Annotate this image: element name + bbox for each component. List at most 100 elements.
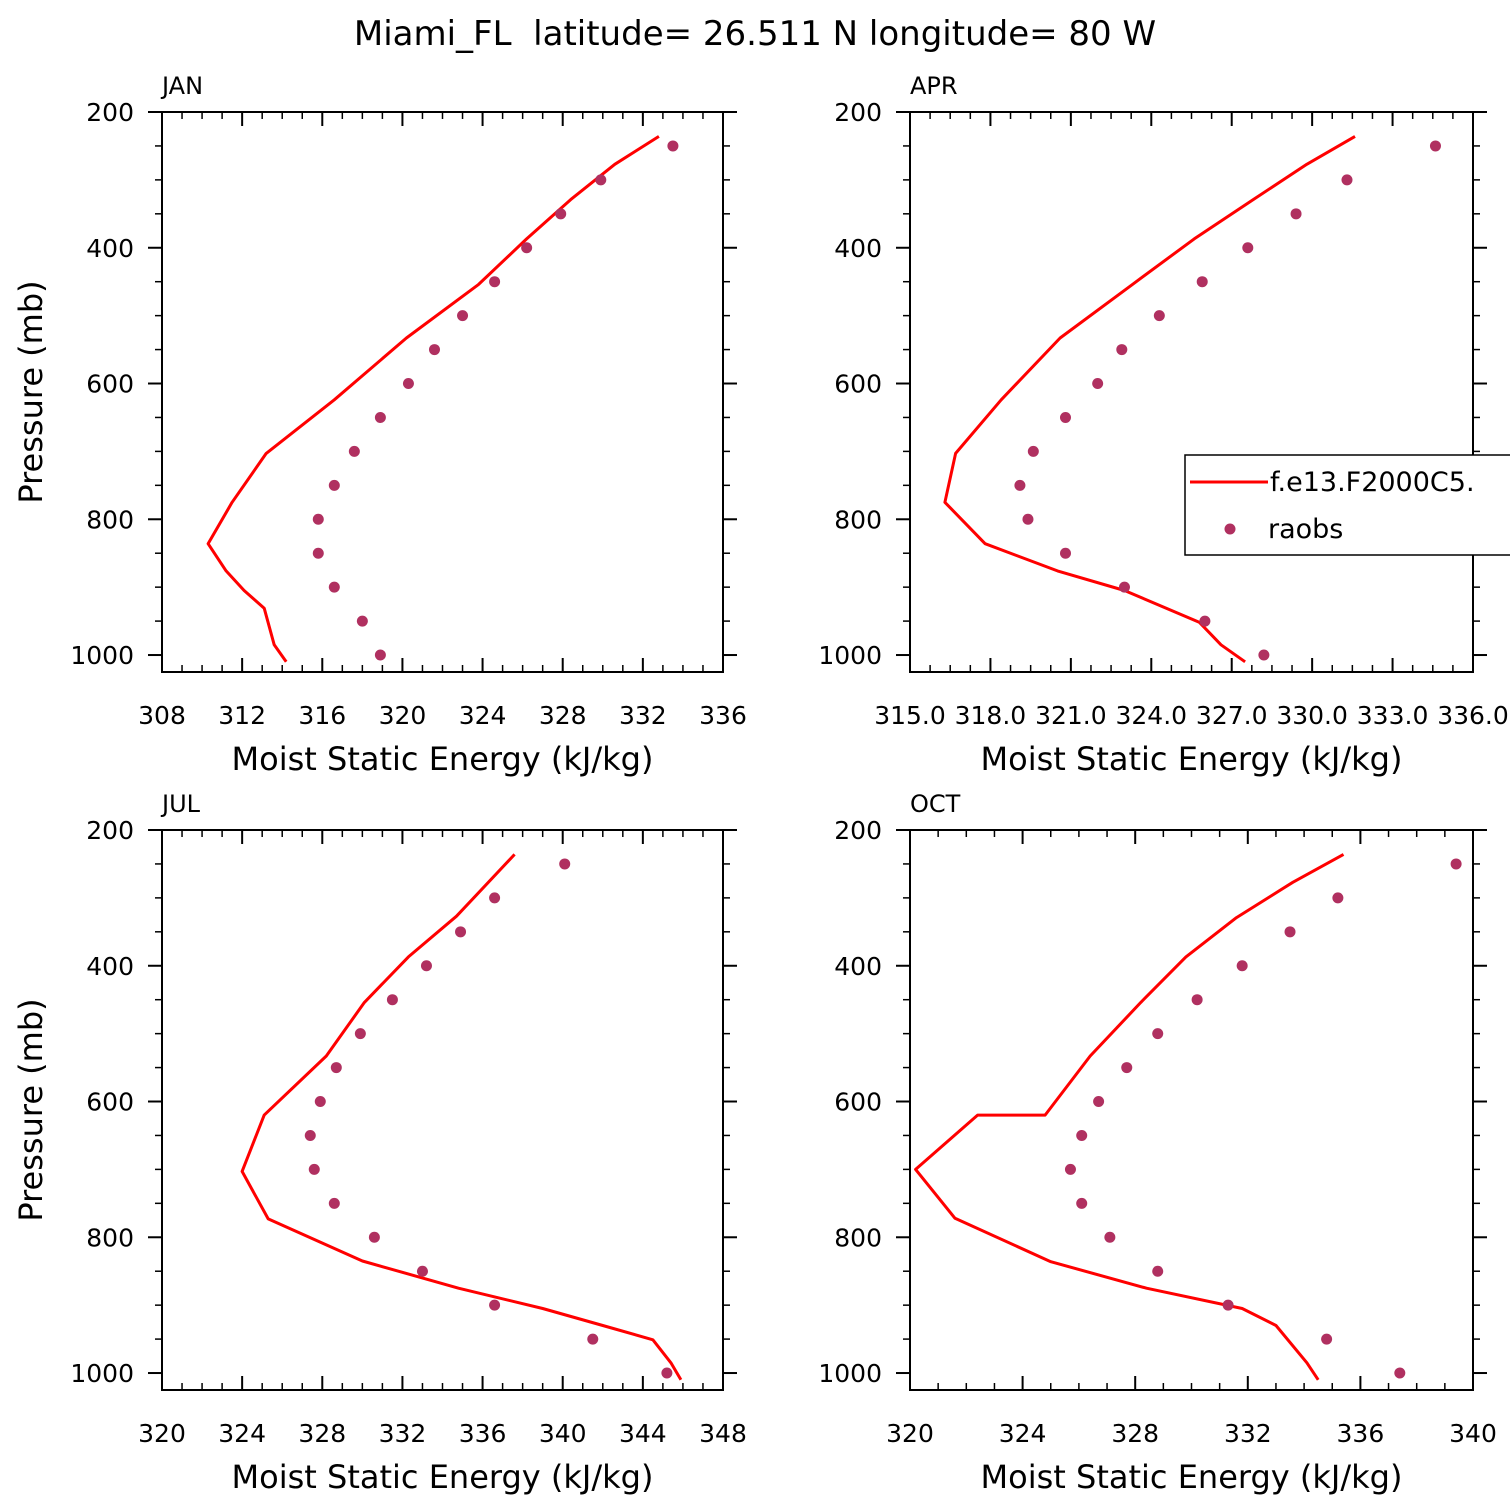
raobs-point: [402, 378, 414, 390]
raobs-point: [348, 445, 360, 457]
panel-label: APR: [910, 72, 958, 100]
x-tick-label: 340: [539, 1419, 587, 1448]
raobs-point: [314, 1096, 326, 1108]
x-tick-label: 328: [1111, 1419, 1159, 1448]
model-series-line: [914, 853, 1345, 1381]
raobs-point: [1014, 479, 1026, 491]
raobs-point: [521, 242, 533, 254]
raobs-point: [374, 649, 386, 661]
raobs-point: [587, 1333, 599, 1345]
y-tick-label: 800: [86, 1223, 134, 1252]
model-series-line: [240, 853, 683, 1381]
raobs-point: [330, 1062, 342, 1074]
panel-jan: JAN 308 312 316 320 324 328 332 336 200 400 600 800 1…: [12, 72, 747, 778]
x-tick-label: 328: [298, 1419, 346, 1448]
x-tick-label: 308: [138, 701, 186, 730]
y-tick-label: 1000: [818, 1359, 882, 1388]
legend-model-label: f.e13.F2000C5.: [1270, 467, 1475, 498]
raobs-point: [457, 310, 469, 322]
y-tick-label: 400: [834, 952, 882, 981]
y-axis-label: Pressure (mb): [12, 280, 50, 503]
y-tick-label: 400: [86, 234, 134, 263]
raobs-point: [1236, 960, 1248, 972]
panel-label: JAN: [160, 72, 203, 100]
legend: f.e13.F2000C5. raobs: [1184, 454, 1510, 556]
raobs-point: [559, 858, 571, 870]
plot-frame: [161, 829, 724, 1391]
raobs-point: [1191, 994, 1203, 1006]
x-tick-label: 344: [619, 1419, 667, 1448]
raobs-point: [368, 1231, 380, 1243]
model-series-line: [943, 135, 1356, 664]
plot-frame: [909, 111, 1474, 673]
raobs-point: [1121, 1062, 1133, 1074]
figure-title: Miami_FL latitude= 26.511 N longitude= 8…: [354, 14, 1156, 54]
raobs-point: [1153, 310, 1165, 322]
panel-oct: OCT 320 324 328 332 336 340 200 400 600 800 1000 Moi…: [818, 790, 1496, 1496]
raobs-point: [1199, 615, 1211, 627]
x-tick-label: 332: [619, 701, 667, 730]
raobs-point: [1076, 1197, 1088, 1209]
raobs-point: [1152, 1265, 1164, 1277]
x-tick-label: 348: [699, 1419, 747, 1448]
legend-obs-label: raobs: [1268, 514, 1343, 545]
raobs-point: [1222, 1299, 1234, 1311]
panel-label: OCT: [910, 790, 961, 818]
x-tick-label: 321.0: [1035, 701, 1107, 730]
raobs-point: [1092, 378, 1104, 390]
raobs-point: [1321, 1333, 1333, 1345]
raobs-point: [667, 140, 679, 152]
raobs-point: [308, 1163, 320, 1175]
x-tick-label: 332: [1224, 1419, 1272, 1448]
y-tick-label: 200: [834, 816, 882, 845]
raobs-point: [1290, 208, 1302, 220]
raobs-point: [1059, 411, 1071, 423]
raobs-point: [1450, 858, 1462, 870]
x-axis-label: Moist Static Energy (kJ/kg): [981, 740, 1403, 778]
x-tick-label: 327.0: [1196, 701, 1268, 730]
x-axis-label: Moist Static Energy (kJ/kg): [232, 740, 654, 778]
x-tick-label: 340: [1449, 1419, 1497, 1448]
panel-label: JUL: [160, 790, 201, 818]
y-axis-label: Pressure (mb): [12, 998, 50, 1221]
raobs-point: [356, 615, 368, 627]
raobs-point: [595, 174, 607, 186]
y-tick-label: 600: [86, 370, 134, 399]
raobs-point: [489, 892, 501, 904]
x-tick-label: 328: [539, 701, 587, 730]
y-tick-label: 1000: [70, 1359, 134, 1388]
y-tick-label: 800: [834, 1223, 882, 1252]
y-tick-label: 600: [86, 1088, 134, 1117]
raobs-point: [354, 1028, 366, 1040]
y-tick-label: 1000: [818, 641, 882, 670]
x-axis-label: Moist Static Energy (kJ/kg): [232, 1458, 654, 1496]
raobs-point: [312, 513, 324, 525]
y-tick-label: 400: [86, 952, 134, 981]
raobs-point: [420, 960, 432, 972]
x-tick-label: 315.0: [874, 701, 946, 730]
x-tick-label: 333.0: [1357, 701, 1429, 730]
x-tick-label: 324: [218, 1419, 266, 1448]
raobs-point: [1116, 344, 1128, 356]
x-tick-label: 312: [218, 701, 266, 730]
raobs-point: [1258, 649, 1270, 661]
panels: JAN 308 312 316 320 324 328 332 336 200 400 600 800 1…: [12, 72, 1509, 1496]
raobs-point: [1022, 513, 1034, 525]
plot-frame: [161, 111, 724, 673]
raobs-point: [489, 1299, 501, 1311]
y-tick-label: 400: [834, 234, 882, 263]
raobs-point: [328, 1197, 340, 1209]
y-tick-label: 800: [86, 505, 134, 534]
x-tick-label: 316: [298, 701, 346, 730]
plot-frame: [909, 829, 1474, 1391]
raobs-point: [1242, 242, 1254, 254]
raobs-point: [1152, 1028, 1164, 1040]
x-tick-label: 320: [886, 1419, 934, 1448]
raobs-point: [386, 994, 398, 1006]
raobs-point: [1027, 445, 1039, 457]
raobs-point: [661, 1367, 673, 1379]
y-tick-label: 600: [834, 1088, 882, 1117]
x-tick-label: 320: [138, 1419, 186, 1448]
y-tick-label: 200: [834, 98, 882, 127]
